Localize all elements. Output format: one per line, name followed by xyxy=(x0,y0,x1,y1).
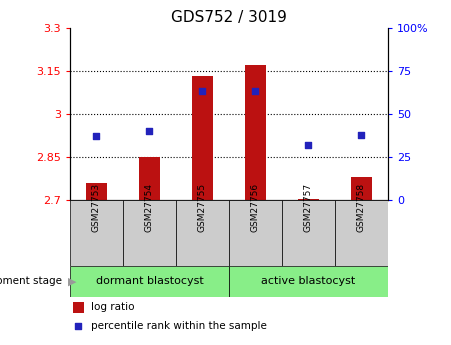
Point xyxy=(199,89,206,94)
Bar xyxy=(86,183,107,200)
Bar xyxy=(245,65,266,200)
Text: GSM27758: GSM27758 xyxy=(357,183,366,231)
Text: log ratio: log ratio xyxy=(91,302,134,312)
Text: GSM27757: GSM27757 xyxy=(304,183,313,231)
Bar xyxy=(139,157,160,200)
Point xyxy=(75,324,82,329)
FancyBboxPatch shape xyxy=(176,200,229,266)
FancyBboxPatch shape xyxy=(70,266,229,297)
Point xyxy=(146,128,153,134)
Text: GSM27753: GSM27753 xyxy=(92,183,101,231)
Text: GSM27756: GSM27756 xyxy=(251,183,260,231)
Text: GSM27755: GSM27755 xyxy=(198,183,207,231)
Bar xyxy=(192,77,213,200)
Text: active blastocyst: active blastocyst xyxy=(261,276,355,286)
FancyBboxPatch shape xyxy=(282,200,335,266)
Text: percentile rank within the sample: percentile rank within the sample xyxy=(91,321,267,331)
Text: GSM27754: GSM27754 xyxy=(145,183,154,231)
Text: dormant blastocyst: dormant blastocyst xyxy=(96,276,203,286)
Bar xyxy=(298,199,319,200)
Point xyxy=(252,89,259,94)
Point xyxy=(93,134,100,139)
FancyBboxPatch shape xyxy=(123,200,176,266)
Text: ▶: ▶ xyxy=(68,276,76,286)
FancyBboxPatch shape xyxy=(335,200,388,266)
Point xyxy=(358,132,365,137)
FancyBboxPatch shape xyxy=(229,266,388,297)
Bar xyxy=(73,302,84,313)
Point xyxy=(305,142,312,148)
FancyBboxPatch shape xyxy=(70,200,123,266)
Text: development stage: development stage xyxy=(0,276,65,286)
Title: GDS752 / 3019: GDS752 / 3019 xyxy=(171,10,287,25)
Bar xyxy=(351,177,372,200)
FancyBboxPatch shape xyxy=(229,200,282,266)
